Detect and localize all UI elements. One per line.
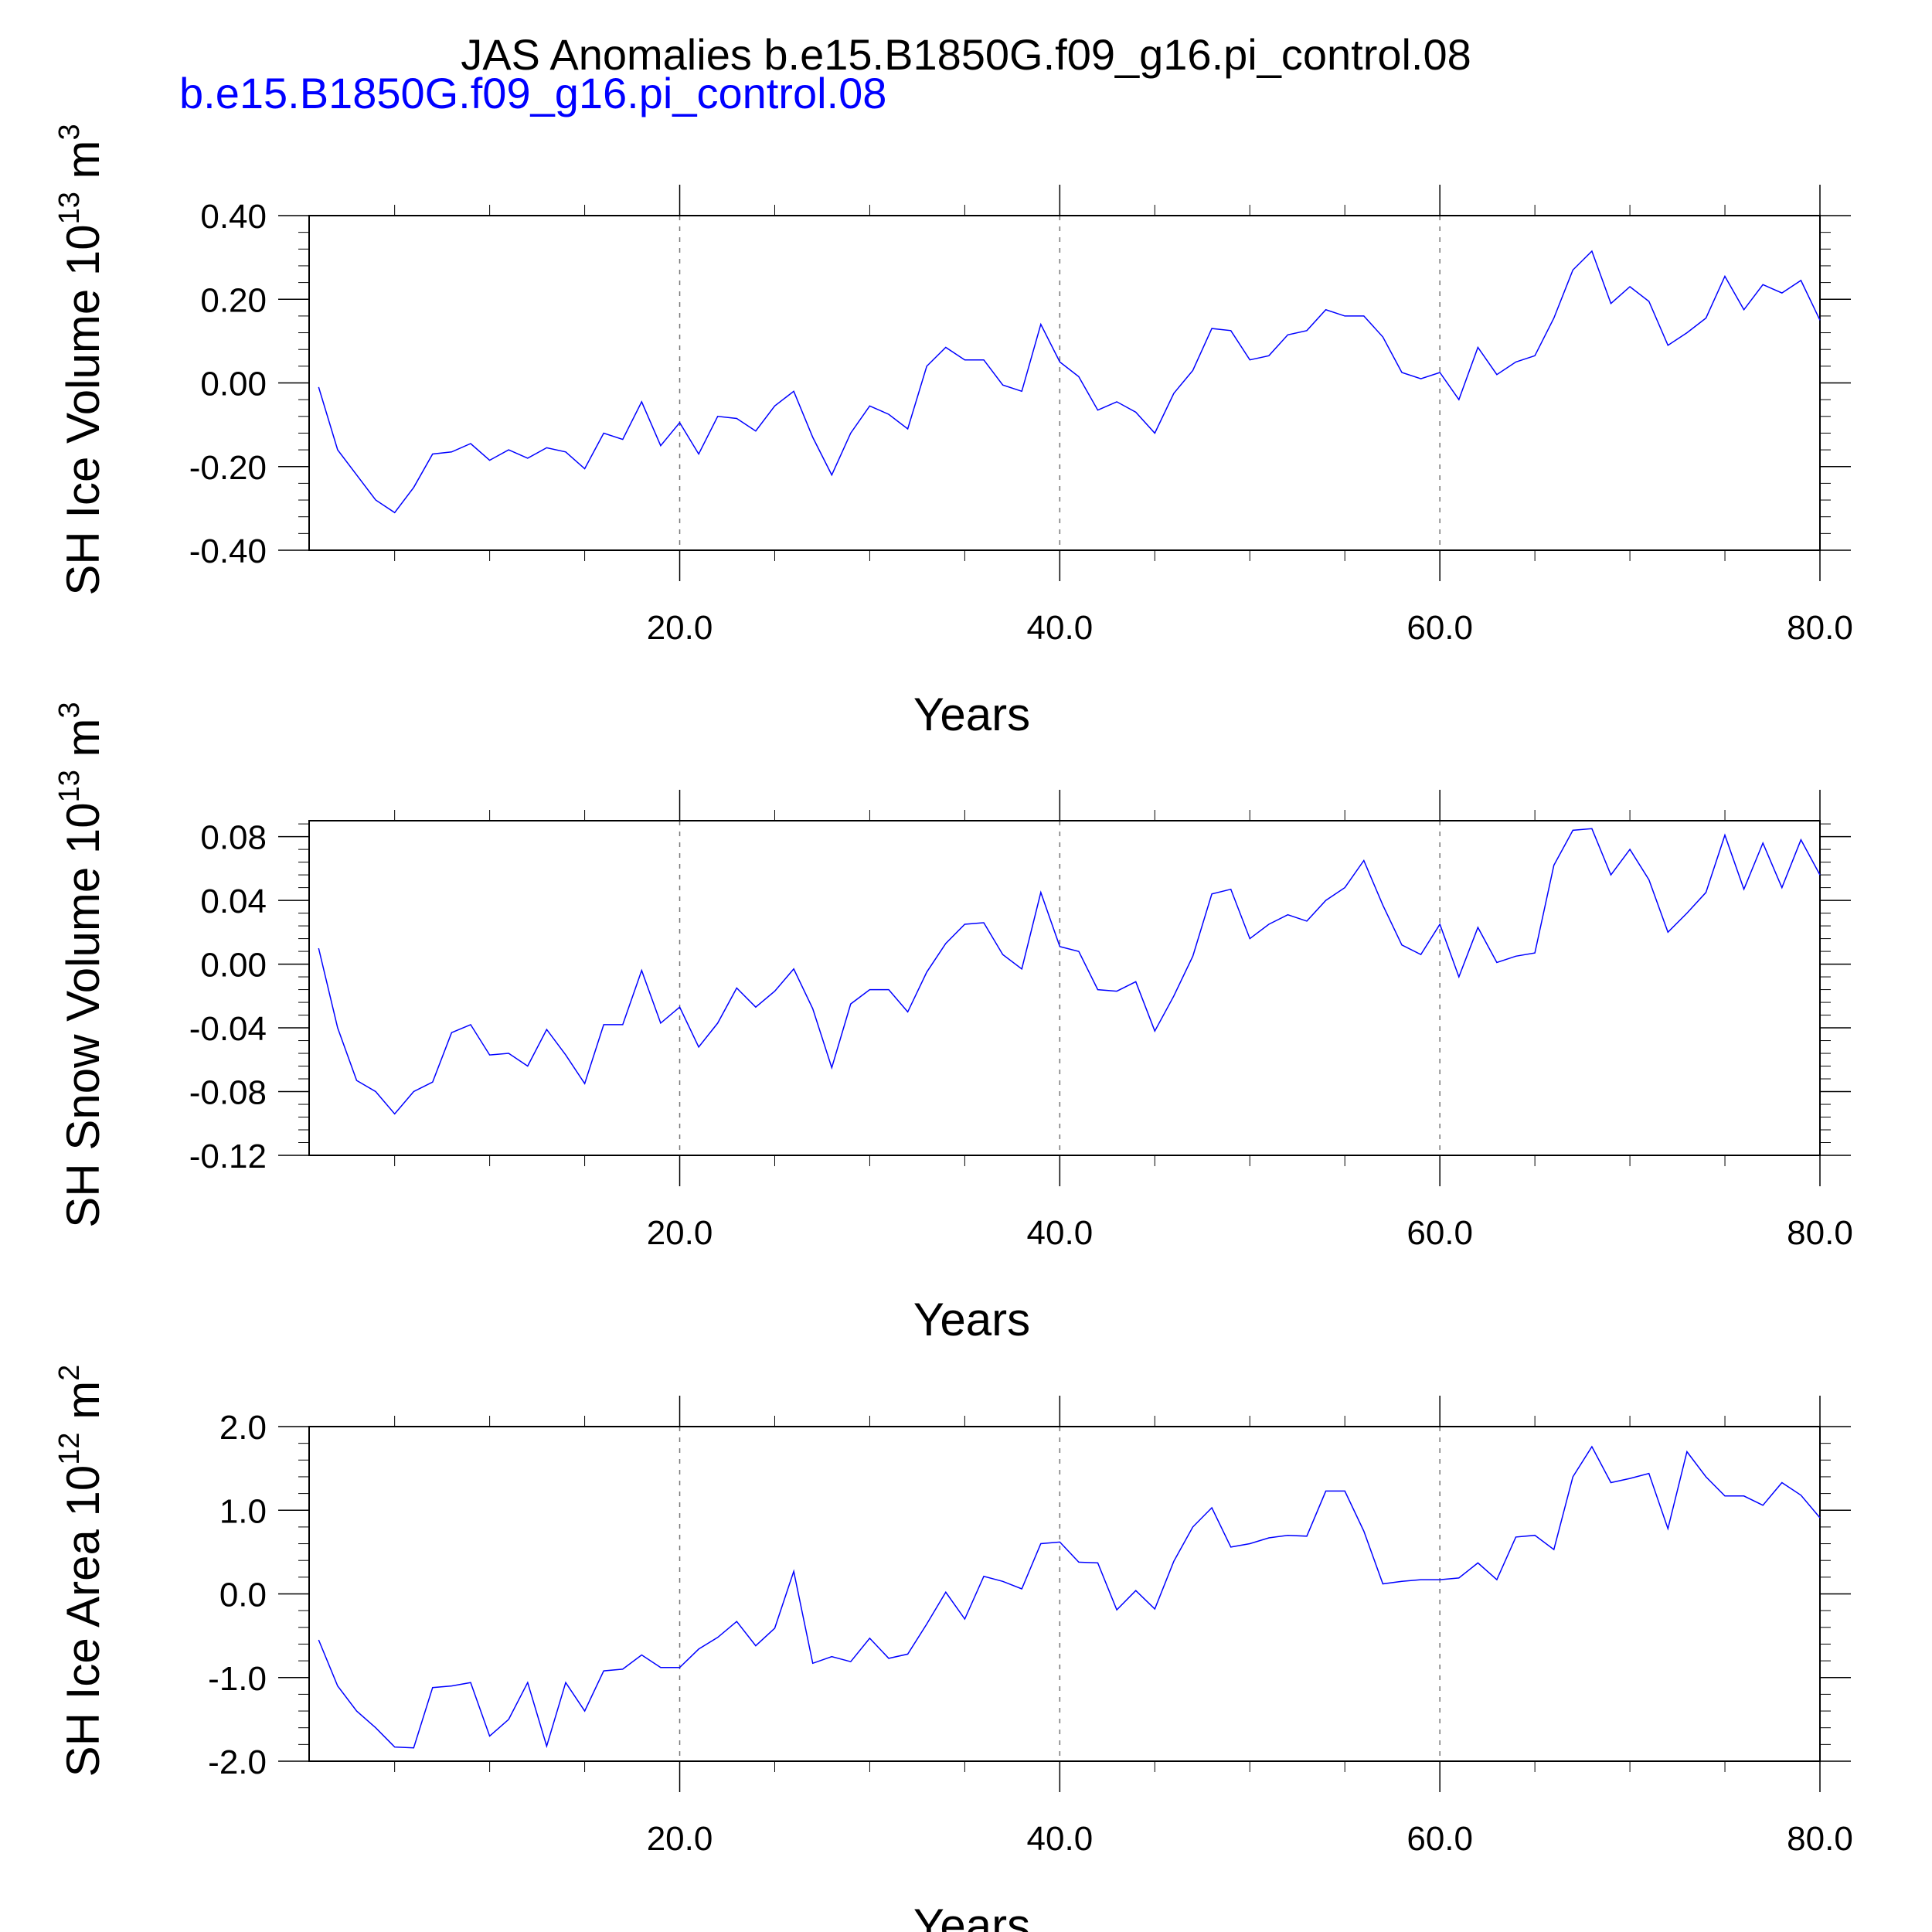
x-tick-label: 20.0 — [647, 1820, 713, 1858]
x-axis-label: Years — [913, 1900, 1030, 1932]
y-tick-label: -2.0 — [208, 1743, 267, 1781]
plot-frame — [308, 215, 1821, 551]
y-tick-label: -0.20 — [189, 449, 267, 487]
x-tick-label: 60.0 — [1406, 1820, 1473, 1858]
y-axis-label-unit: m — [57, 718, 109, 770]
x-tick-label: 80.0 — [1787, 1820, 1853, 1858]
x-tick-label: 80.0 — [1787, 1214, 1853, 1252]
y-tick-label: 0.04 — [200, 883, 267, 920]
y-axis-label: SH Snow Volume 1013 m3 — [53, 702, 109, 1227]
y-tick-label: -0.12 — [189, 1138, 267, 1175]
chart-panel-3: 20.0 40.0 60.0 80.0 -2.0 -1.0 0.0 1.0 2.0 Years SH… — [53, 1365, 1853, 1932]
y-tick-label: -0.08 — [189, 1074, 267, 1112]
y-axis-label-exponent: 13 — [53, 770, 86, 802]
figure-title: JAS Anomalies b.e15.B1850G.f09_g16.pi_co… — [461, 30, 1471, 79]
y-axis-label-unit-exponent: 2 — [53, 1365, 86, 1381]
chart-panels: 20.0 40.0 60.0 80.0-0.40-0.200.000.200.40Ye… — [53, 124, 1853, 1932]
x-tick-label: 40.0 — [1027, 609, 1094, 647]
y-axis-label-unit-exponent: 3 — [53, 702, 86, 718]
chart-panel-2: 20.0 40.0 60.0 80.0 -0.12 -0.08 -0.04 0.00 0.04 0… — [53, 702, 1853, 1345]
y-tick-label: -0.04 — [189, 1010, 267, 1048]
y-tick-label: 0.00 — [200, 366, 267, 403]
y-tick-label: 1.0 — [219, 1492, 267, 1530]
y-tick-label: -0.40 — [189, 532, 267, 570]
series-line — [318, 250, 1821, 514]
y-tick-label: 0.40 — [200, 198, 267, 236]
y-axis-label-exponent: 13 — [53, 192, 86, 224]
y-axis-label: SH Ice Volume 1013 m3 — [53, 124, 109, 595]
y-tick-label: 0.20 — [200, 281, 267, 319]
x-tick-label: 80.0 — [1787, 609, 1853, 647]
x-tick-label: 40.0 — [1027, 1214, 1094, 1252]
y-tick-label: 0.0 — [219, 1577, 267, 1614]
x-tick-label: 60.0 — [1406, 1214, 1473, 1252]
y-tick-label: 0.00 — [200, 947, 267, 985]
y-axis-label-main: SH Ice Area 10 — [57, 1465, 109, 1777]
chart-panel-1: 20.0 40.0 60.0 80.0 -0.40 -0.20 0.00 0.20 0.40 Ye… — [53, 124, 1853, 740]
y-tick-label: 2.0 — [219, 1409, 267, 1447]
x-tick-label: 40.0 — [1027, 1820, 1094, 1858]
x-tick-label: 20.0 — [647, 1214, 713, 1252]
x-axis-label: Years — [913, 1294, 1030, 1345]
y-axis-label-unit-exponent: 3 — [53, 124, 86, 140]
plot-frame — [308, 1426, 1821, 1762]
y-axis-label-unit: m — [57, 1381, 109, 1433]
y-axis-label-main: SH Snow Volume 10 — [57, 802, 109, 1227]
y-axis-label-exponent: 12 — [53, 1432, 86, 1464]
x-tick-label: 60.0 — [1406, 609, 1473, 647]
x-axis-label: Years — [913, 689, 1030, 740]
y-axis-label-main: SH Ice Volume 10 — [57, 224, 109, 595]
y-tick-label: 0.08 — [200, 819, 267, 857]
plot-frame — [308, 820, 1821, 1156]
y-axis-label: SH Ice Area 1012 m2 — [53, 1365, 109, 1777]
series-line — [318, 828, 1821, 1115]
y-tick-label: -1.0 — [208, 1660, 267, 1698]
figure-subtitle: b.e15.B1850G.f09_g16.pi_control.08 — [179, 69, 886, 117]
series-line — [318, 1445, 1821, 1749]
x-tick-label: 20.0 — [647, 609, 713, 647]
y-axis-label-unit: m — [57, 140, 109, 192]
